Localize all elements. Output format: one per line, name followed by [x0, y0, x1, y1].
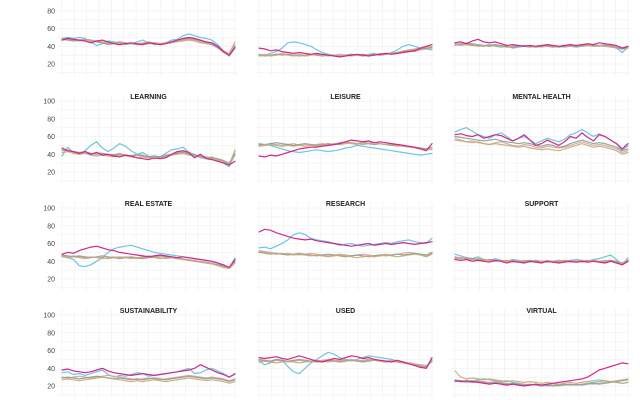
series-line-4 [61, 151, 236, 166]
y-tick-label: 60 [47, 26, 55, 33]
series-line-5 [61, 364, 236, 378]
panel-title: SUPPORT [525, 201, 560, 208]
y-tick-label: 20 [47, 384, 55, 391]
panel-title: REAL ESTATE [125, 201, 173, 208]
y-tick-label: 20 [47, 62, 55, 69]
y-tick-label: 100 [43, 206, 55, 213]
panel-support: SUPPORT [451, 201, 630, 291]
y-tick-label: 20 [47, 277, 55, 284]
series-line-5 [61, 245, 236, 269]
series-line-2 [61, 374, 236, 382]
series-line-3 [454, 43, 629, 50]
y-tick-label: 60 [47, 134, 55, 141]
y-tick-label: 80 [47, 330, 55, 337]
series-line-4 [454, 139, 629, 155]
series-line-5 [454, 132, 629, 150]
series-line-2 [258, 250, 433, 257]
series-line-5 [258, 228, 433, 247]
panel-real-estate: 20 40 60 80 100 REAL ESTATE [43, 201, 237, 291]
series-line-4 [61, 376, 236, 384]
panel-virtual: VIRTUAL [451, 308, 630, 398]
series-line-3 [61, 375, 236, 383]
y-tick-label: 40 [47, 44, 55, 51]
series-line-3 [61, 149, 236, 164]
y-tick-label: 20 [47, 170, 55, 177]
series-line-1 [258, 143, 433, 156]
panel-title: LEARNING [130, 94, 167, 101]
panel-mental-health: MENTAL HEALTH [451, 94, 630, 184]
panel-research: RESEARCH [255, 201, 434, 291]
series-line-5 [61, 36, 236, 56]
y-tick-label: 60 [47, 241, 55, 248]
panel-title: MENTAL HEALTH [512, 94, 570, 101]
series-line-4 [61, 255, 236, 269]
series-line-3 [454, 379, 629, 387]
series-line-5 [454, 362, 629, 387]
series-line-5 [454, 258, 629, 266]
y-tick-label: 80 [47, 223, 55, 230]
series-line-4 [258, 142, 433, 151]
series-line-4 [454, 370, 629, 385]
y-tick-label: 40 [47, 366, 55, 373]
panel-title: SUSTAINABILITY [120, 308, 178, 315]
panel-row0-col1 [255, 0, 434, 76]
panel-leisure: LEISURE [255, 94, 434, 184]
panel-title: RESEARCH [326, 201, 365, 208]
series-line-1 [454, 126, 629, 152]
series-line-5 [258, 43, 433, 58]
series-line-1 [61, 367, 236, 378]
series-line-4 [61, 37, 236, 55]
panel-title: LEISURE [330, 94, 361, 101]
y-tick-label: 60 [47, 348, 55, 355]
y-tick-label: 100 [43, 99, 55, 106]
panel-title: USED [336, 308, 355, 315]
y-tick-label: 80 [47, 9, 55, 16]
y-tick-label: 80 [47, 116, 55, 123]
series-line-4 [258, 250, 433, 259]
series-line-5 [61, 147, 236, 166]
panel-row0-col2 [451, 0, 630, 76]
y-tick-label: 100 [43, 313, 55, 320]
panel-row0-col0: 20 40 60 80 [47, 0, 237, 76]
panel-title: VIRTUAL [526, 308, 557, 315]
series-line-1 [258, 232, 433, 250]
panel-used: USED [255, 308, 434, 398]
panel-sustainability: 20 40 60 80 100 SUSTAINABILITY [43, 308, 237, 398]
series-line-3 [454, 135, 629, 152]
series-line-5 [258, 139, 433, 158]
series-line-4 [258, 45, 433, 57]
panel-learning: 20 40 60 80 100 LEARNING [43, 94, 237, 184]
y-tick-label: 40 [47, 259, 55, 266]
y-tick-label: 40 [47, 152, 55, 159]
series-line-3 [258, 251, 433, 258]
series-line-5 [454, 38, 629, 49]
series-line-4 [454, 257, 629, 265]
series-line-5 [258, 355, 433, 369]
series-line-4 [258, 358, 433, 368]
